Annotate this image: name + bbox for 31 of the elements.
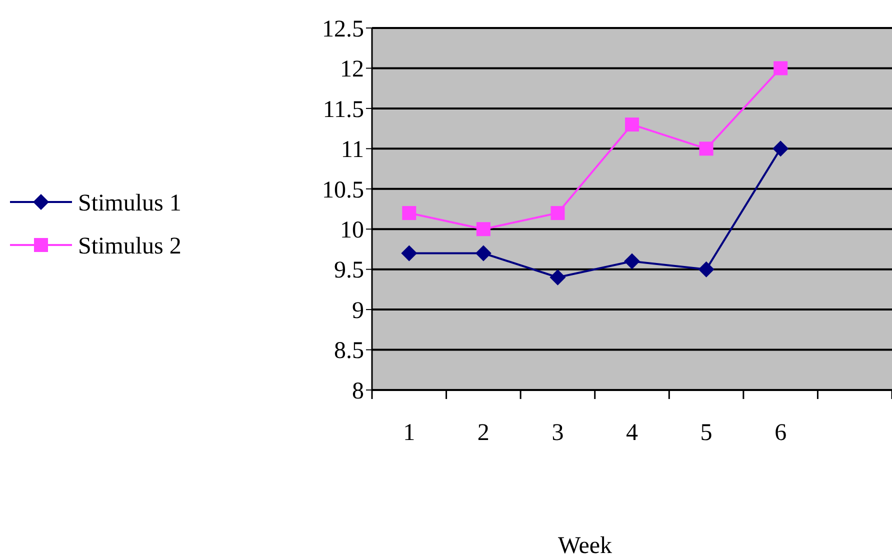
y-tick-label: 12.5 <box>322 16 364 42</box>
y-tick-label: 9 <box>352 298 364 324</box>
x-tick-label: 2 <box>477 420 490 446</box>
legend-label: Stimulus 2 <box>78 233 182 260</box>
y-tick-label: 12 <box>340 56 364 83</box>
x-tick-label: 6 <box>774 420 787 446</box>
point <box>475 245 492 262</box>
point <box>402 206 416 220</box>
x-tick-label: 3 <box>552 420 564 446</box>
y-tick-label: 10.5 <box>322 177 364 204</box>
point <box>550 206 565 220</box>
y-tick-label: 8.5 <box>334 338 364 364</box>
y-tick-label: 11 <box>340 137 364 164</box>
point <box>476 222 490 236</box>
y-tick-label: 8 <box>352 378 364 404</box>
y-tick-label: 11.5 <box>322 96 364 123</box>
point <box>699 142 714 156</box>
x-tick-label: 1 <box>403 420 416 446</box>
point <box>401 245 418 262</box>
point <box>698 261 714 278</box>
x-axis-title: Week <box>558 533 612 559</box>
point <box>625 118 639 132</box>
x-tick-label: 4 <box>626 420 638 446</box>
legend-label: Stimulus 1 <box>78 190 182 216</box>
y-tick-label: 10 <box>340 218 364 244</box>
point <box>774 61 788 76</box>
x-tick-label: 5 <box>700 420 712 446</box>
point <box>624 253 640 270</box>
point <box>550 269 566 286</box>
y-tick-label: 9.5 <box>334 258 364 284</box>
point <box>772 140 789 157</box>
